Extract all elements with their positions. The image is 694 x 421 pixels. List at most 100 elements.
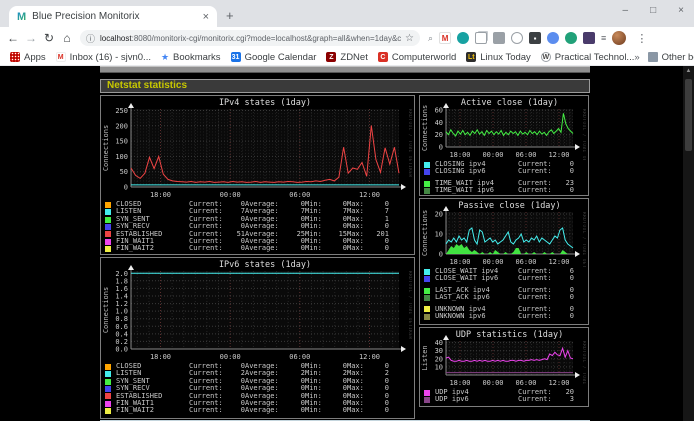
- chart-active-close[interactable]: 18:0000:0006:0012:000204060Active close …: [419, 95, 589, 196]
- svg-text:250: 250: [115, 107, 128, 115]
- monitorix-page: Netstat statistics 18:0000:0006:0012:000…: [0, 66, 683, 421]
- graphs-grid: 18:0000:0006:0012:00050100150200250IPv4 …: [100, 95, 590, 419]
- svg-text:06:00: 06:00: [515, 258, 536, 266]
- browser-toolbar: ← → ↻ ⌂ ⓘ localhost:8080/monitorix-cgi/m…: [0, 27, 694, 49]
- browser-tab[interactable]: M Blue Precision Monitorix ×: [9, 6, 217, 27]
- playlist-extension-icon[interactable]: ≡: [601, 33, 606, 43]
- url-path: :8080/monitorix-cgi/monitorix.cgi?mode=l…: [132, 34, 401, 43]
- svg-text:12:00: 12:00: [548, 151, 569, 159]
- legend-swatch: [424, 288, 430, 294]
- puzzle-extension-icon[interactable]: [583, 32, 595, 44]
- svg-text:40: 40: [435, 119, 443, 127]
- legend-swatch: [105, 393, 111, 399]
- scroll-up-icon[interactable]: ▲: [683, 66, 694, 77]
- chart-udp-statistics[interactable]: 18:0000:0006:0012:0010203040UDP statisti…: [419, 327, 589, 407]
- back-icon[interactable]: ←: [4, 31, 22, 45]
- copy-pages-extension-icon[interactable]: [475, 32, 487, 44]
- bookmark-label: Computerworld: [392, 52, 456, 63]
- legend-swatch: [105, 246, 111, 252]
- star-icon: ★: [161, 52, 169, 63]
- tab-close-icon[interactable]: ×: [203, 11, 209, 23]
- bookmark-label: Inbox (16) - sjvn0...: [70, 52, 151, 63]
- search-extension-icon[interactable]: ⌕: [428, 33, 433, 44]
- profile-avatar[interactable]: [612, 31, 626, 45]
- svg-text:30: 30: [435, 347, 443, 355]
- legend-swatch: [424, 306, 430, 312]
- legend-swatch: [424, 181, 430, 187]
- svg-text:1.6: 1.6: [115, 285, 128, 293]
- leaf-extension-icon[interactable]: [457, 32, 469, 44]
- bookmark-label: Linux Today: [480, 52, 531, 63]
- window-minimize-button[interactable]: –: [623, 5, 629, 16]
- svg-text:Connections: Connections: [421, 210, 429, 256]
- legend-swatch: [424, 397, 430, 403]
- chart-ipv4-states[interactable]: 18:0000:0006:0012:00050100150200250IPv4 …: [100, 95, 415, 255]
- svg-text:Active close (1day): Active close (1day): [461, 98, 558, 108]
- wordpress-icon: W: [541, 52, 551, 62]
- zdnet-icon: Z: [326, 52, 336, 62]
- scrollbar-thumb[interactable]: [685, 79, 692, 151]
- browser-titlebar: M Blue Precision Monitorix × + – □ ×: [0, 0, 694, 27]
- chart-legend: UDP ipv4Current:20UDP ipv6Current:3: [420, 388, 588, 404]
- calendar-icon: 31: [231, 52, 241, 62]
- address-bar[interactable]: ⓘ localhost:8080/monitorix-cgi/monitorix…: [80, 30, 420, 46]
- bookmark-linux-today[interactable]: Lt Linux Today: [466, 52, 531, 63]
- legend-row: TIME_WAIT ipv6Current:0: [424, 187, 588, 194]
- svg-text:12:00: 12:00: [359, 191, 380, 199]
- site-info-icon[interactable]: ⓘ: [86, 32, 95, 45]
- svg-text:00:00: 00:00: [220, 353, 241, 361]
- svg-text:00:00: 00:00: [482, 151, 503, 159]
- legend-swatch: [105, 401, 111, 407]
- chart-passive-close[interactable]: 18:0000:0006:0012:0001020Passive close (…: [419, 198, 589, 325]
- svg-text:1.0: 1.0: [115, 308, 128, 316]
- svg-text:0.8: 0.8: [115, 315, 128, 323]
- legend-swatch: [105, 202, 111, 208]
- green-circle-extension-icon[interactable]: [565, 32, 577, 44]
- svg-text:0: 0: [439, 144, 443, 152]
- bookmark-star-icon[interactable]: ☆: [405, 33, 414, 44]
- legend-row: UNKNOWN ipv6Current:0: [424, 313, 588, 320]
- cast-extension-icon[interactable]: [511, 32, 523, 44]
- browser-menu-icon[interactable]: ⋮: [636, 32, 647, 45]
- svg-text:200: 200: [115, 122, 128, 130]
- svg-text:Passive close (1day): Passive close (1day): [458, 201, 560, 211]
- bookmark-zdnet[interactable]: Z ZDNet: [326, 52, 367, 63]
- home-icon[interactable]: ⌂: [58, 31, 76, 45]
- gmail-extension-icon[interactable]: M: [439, 32, 451, 44]
- svg-text:1.4: 1.4: [115, 293, 128, 301]
- blue-pill-extension-icon[interactable]: [547, 32, 559, 44]
- dark-app-extension-icon[interactable]: ▪: [529, 32, 541, 44]
- bookmark-google-calendar[interactable]: 31 Google Calendar: [231, 52, 317, 63]
- svg-text:Connections: Connections: [102, 125, 110, 171]
- bookmarks-overflow-chevron[interactable]: »: [634, 52, 639, 63]
- svg-text:Listen: Listen: [421, 345, 429, 370]
- svg-text:1.8: 1.8: [115, 277, 128, 285]
- page-scrollbar[interactable]: ▲: [683, 66, 694, 421]
- svg-text:Connections: Connections: [421, 105, 429, 151]
- other-bookmarks-button[interactable]: Other bookmarks: [648, 52, 694, 63]
- bookmark-practical-technology[interactable]: W Practical Technol...: [541, 52, 635, 63]
- bookmark-bookmarks[interactable]: ★ Bookmarks: [161, 52, 221, 63]
- chart-legend: CLOSEDCurrent:0Average:0Min:0Max:0LISTEN…: [101, 362, 414, 415]
- chart-ipv6-states[interactable]: 18:0000:0006:0012:000.00.20.40.60.81.01.…: [100, 257, 415, 419]
- svg-text:18:00: 18:00: [449, 151, 470, 159]
- browser-window: M Blue Precision Monitorix × + – □ × ← →…: [0, 0, 694, 421]
- svg-text:18:00: 18:00: [150, 353, 171, 361]
- bookmark-computerworld[interactable]: C Computerworld: [378, 52, 456, 63]
- svg-text:0.6: 0.6: [115, 323, 128, 331]
- bookmark-apps[interactable]: Apps: [10, 52, 46, 63]
- window-close-button[interactable]: ×: [678, 5, 684, 16]
- gray-app-extension-icon[interactable]: [493, 32, 505, 44]
- bookmarks-bar: Apps M Inbox (16) - sjvn0... ★ Bookmarks…: [0, 49, 694, 66]
- svg-text:IPv6 states (1day): IPv6 states (1day): [219, 260, 311, 270]
- svg-text:12:00: 12:00: [548, 258, 569, 266]
- window-maximize-button[interactable]: □: [650, 5, 656, 16]
- apps-grid-icon: [10, 52, 20, 62]
- new-tab-button[interactable]: +: [226, 8, 234, 23]
- svg-text:0: 0: [439, 251, 443, 259]
- chart-legend: CLOSING ipv4Current:0CLOSING ipv6Current…: [420, 160, 588, 195]
- forward-icon[interactable]: →: [22, 31, 40, 45]
- bookmark-inbox[interactable]: M Inbox (16) - sjvn0...: [56, 52, 151, 63]
- reload-icon[interactable]: ↻: [40, 31, 58, 45]
- legend-swatch: [424, 269, 430, 275]
